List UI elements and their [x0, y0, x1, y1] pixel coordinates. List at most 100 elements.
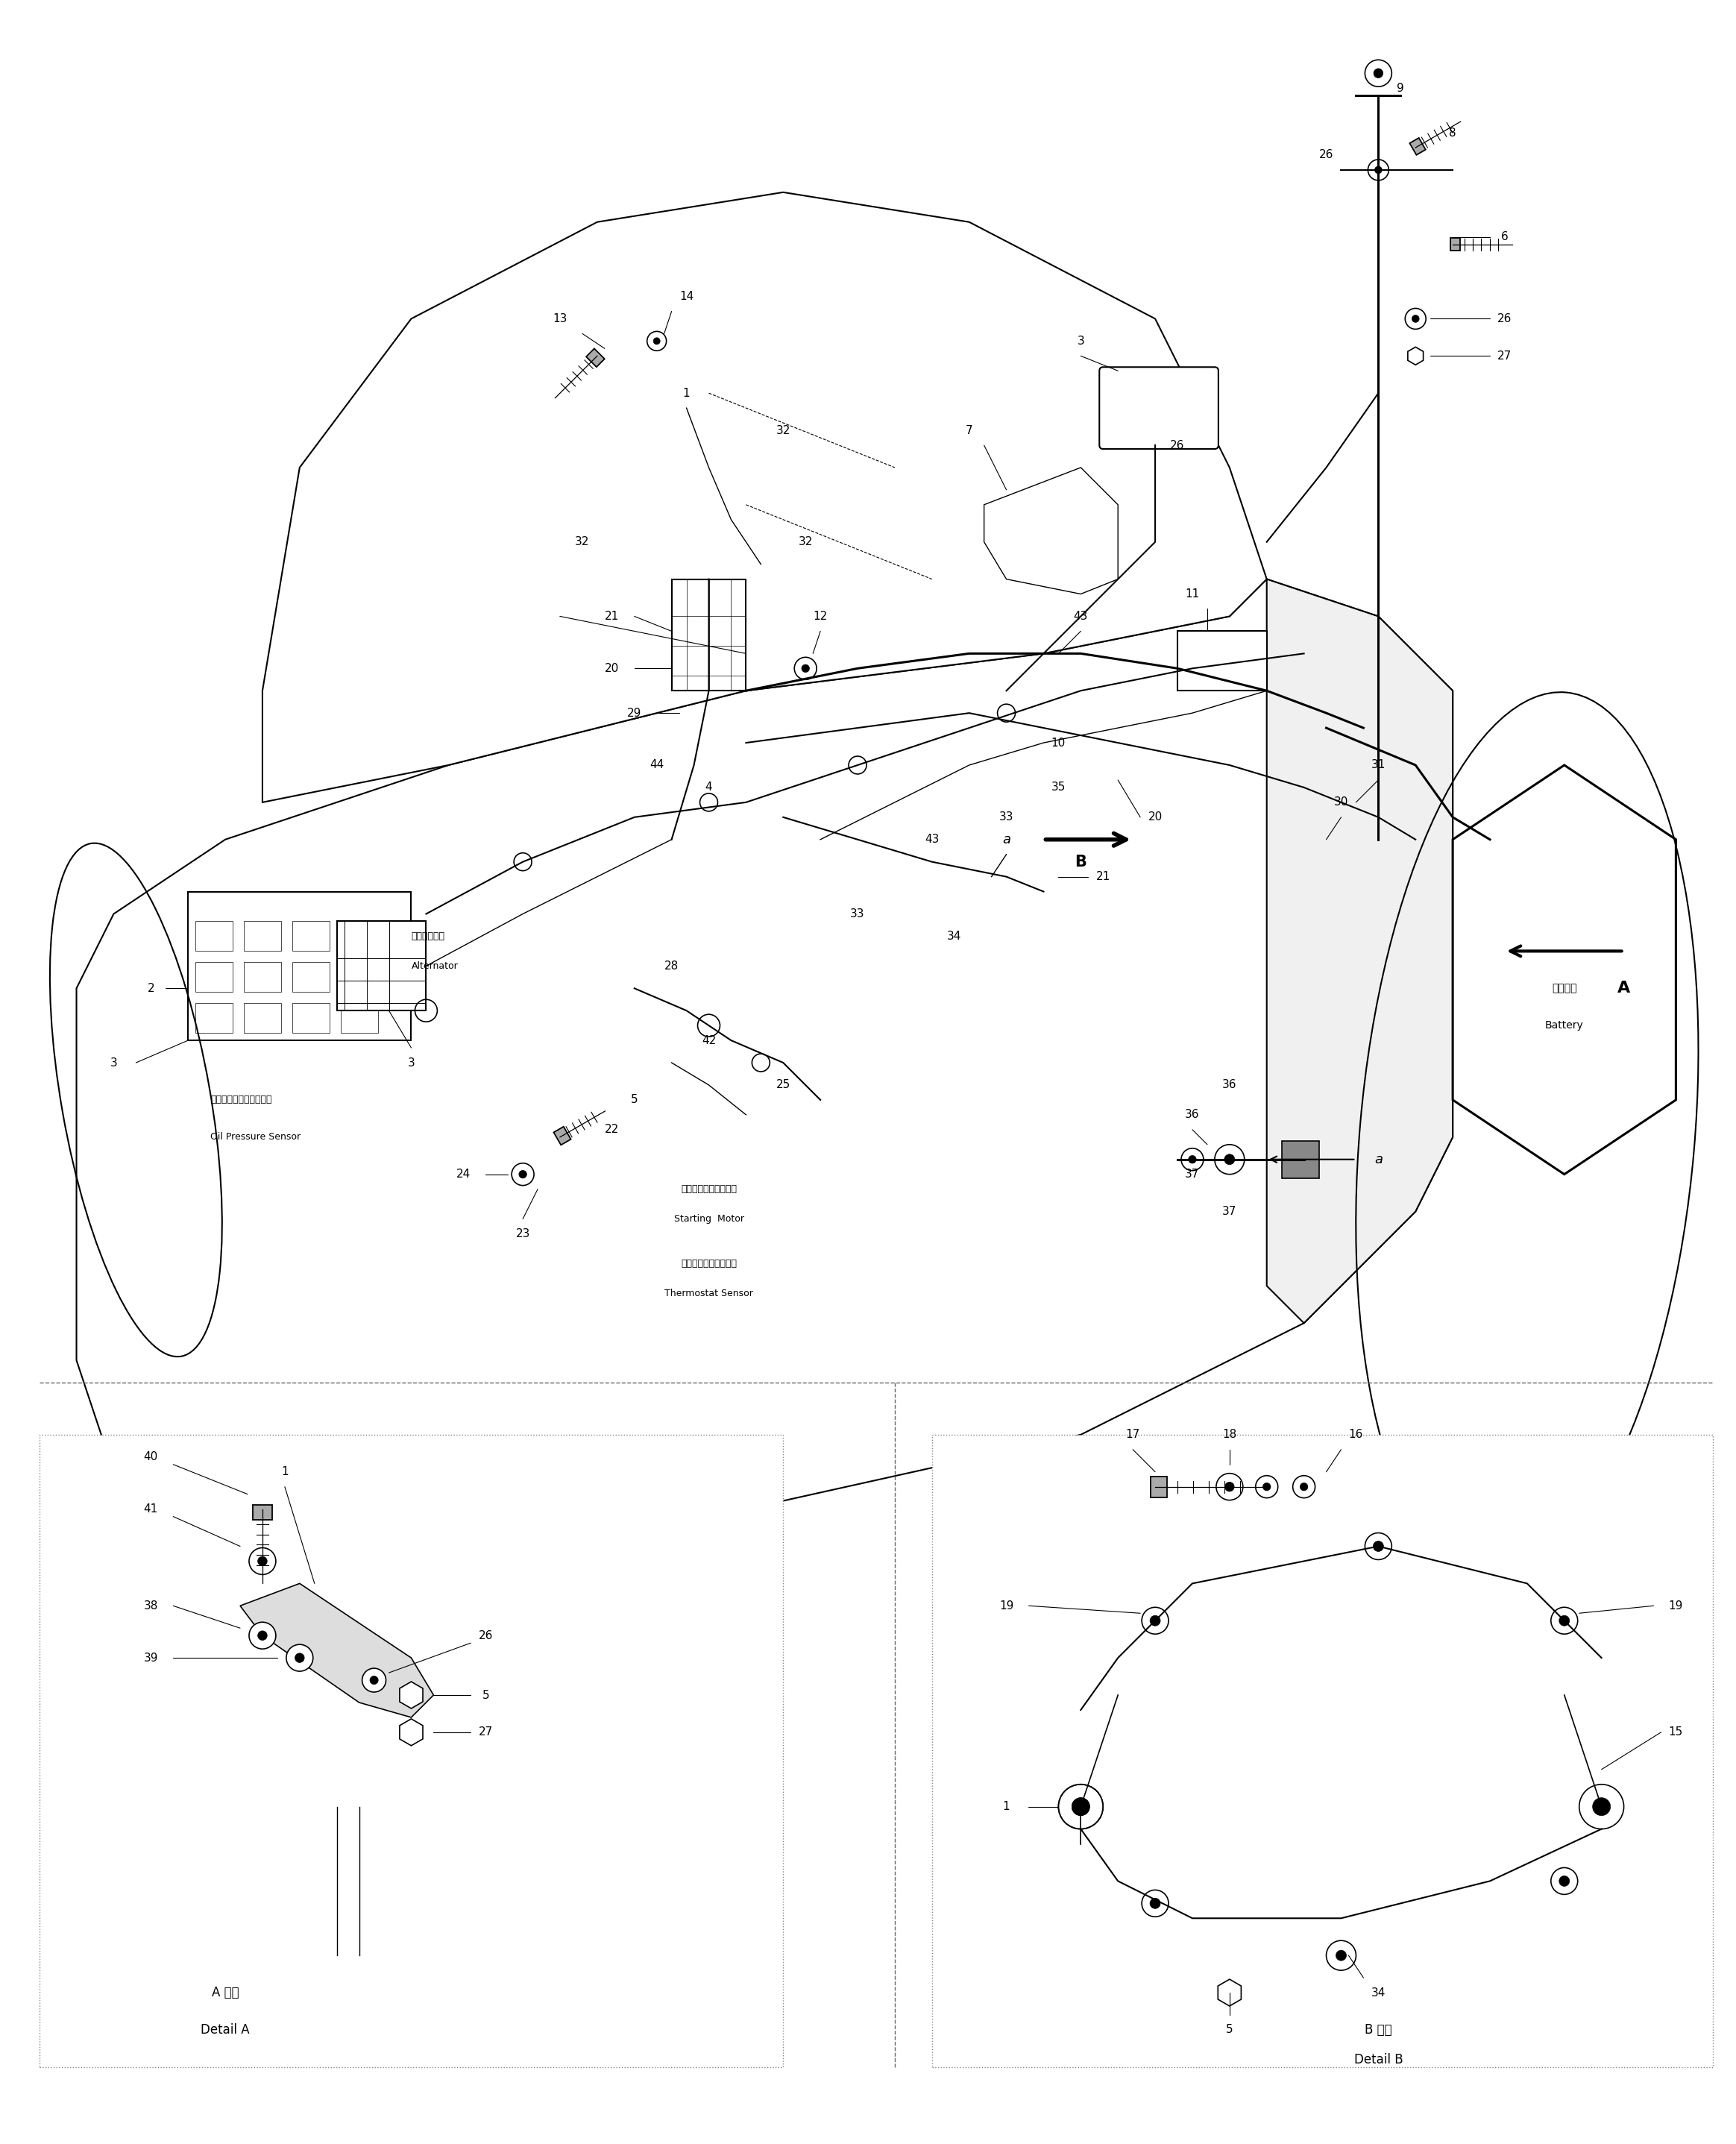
Polygon shape [399, 1681, 424, 1709]
Circle shape [1149, 1614, 1160, 1625]
Text: 3: 3 [109, 1057, 118, 1068]
Text: 39: 39 [144, 1653, 158, 1664]
FancyBboxPatch shape [932, 1434, 1713, 2067]
Polygon shape [240, 1584, 434, 1717]
Circle shape [1559, 1614, 1569, 1625]
Circle shape [795, 658, 816, 680]
Text: 34: 34 [948, 930, 962, 941]
Text: 32: 32 [799, 536, 812, 547]
Circle shape [1559, 1876, 1569, 1887]
Text: 44: 44 [649, 759, 663, 770]
Text: 6: 6 [1502, 232, 1509, 242]
Text: 37: 37 [1186, 1168, 1200, 1179]
Text: 32: 32 [575, 536, 590, 547]
Circle shape [1262, 1484, 1271, 1490]
Text: 27: 27 [479, 1726, 493, 1739]
Polygon shape [984, 467, 1118, 594]
Circle shape [1071, 1797, 1090, 1816]
Text: 19: 19 [1000, 1599, 1014, 1612]
Text: 20: 20 [604, 662, 620, 673]
Text: 10: 10 [1052, 738, 1066, 748]
Circle shape [1189, 1156, 1196, 1164]
Text: 26: 26 [1498, 313, 1512, 324]
Text: 21: 21 [1095, 870, 1111, 883]
Circle shape [1215, 1145, 1245, 1175]
Text: 43: 43 [1073, 611, 1088, 622]
Text: 8: 8 [1450, 126, 1457, 139]
Circle shape [1550, 1867, 1578, 1895]
Circle shape [257, 1632, 267, 1640]
Polygon shape [1151, 1477, 1167, 1497]
Text: 31: 31 [1371, 759, 1385, 770]
Circle shape [802, 665, 809, 673]
Text: Oil Pressure Sensor: Oil Pressure Sensor [210, 1132, 300, 1143]
Circle shape [295, 1653, 304, 1662]
Circle shape [1226, 1482, 1234, 1492]
Circle shape [1142, 1608, 1168, 1634]
Circle shape [257, 1557, 267, 1565]
Text: a: a [1002, 832, 1010, 847]
Text: 33: 33 [1000, 813, 1014, 823]
Text: 42: 42 [701, 1036, 715, 1046]
Bar [196, 1003, 233, 1033]
Text: 33: 33 [851, 909, 865, 920]
Bar [340, 963, 378, 993]
Text: Starting  Motor: Starting Motor [674, 1214, 743, 1224]
Text: 5: 5 [1226, 2024, 1233, 2035]
Text: 1: 1 [281, 1466, 288, 1477]
FancyBboxPatch shape [1177, 630, 1267, 690]
Bar [243, 963, 281, 993]
Circle shape [1404, 309, 1425, 330]
Circle shape [1550, 1608, 1578, 1634]
Circle shape [653, 337, 660, 345]
Circle shape [1300, 1484, 1307, 1490]
Circle shape [248, 1548, 276, 1574]
Text: オイルプレッシャセンサ: オイルプレッシャセンサ [210, 1096, 273, 1104]
Circle shape [1364, 60, 1392, 86]
Circle shape [1149, 1897, 1160, 1908]
Circle shape [648, 332, 667, 352]
Circle shape [1337, 1951, 1347, 1960]
Text: バッテリ: バッテリ [1552, 984, 1576, 993]
Text: 1: 1 [1003, 1801, 1010, 1812]
Bar [340, 1003, 378, 1033]
Bar [292, 1003, 330, 1033]
Text: 23: 23 [516, 1229, 529, 1239]
Text: 1: 1 [682, 388, 691, 399]
Text: 37: 37 [1222, 1205, 1236, 1218]
Text: 24: 24 [457, 1168, 470, 1179]
Circle shape [1411, 315, 1418, 322]
Polygon shape [1267, 579, 1453, 1323]
Text: 13: 13 [552, 313, 568, 324]
Text: 36: 36 [1186, 1108, 1200, 1121]
Text: 43: 43 [925, 834, 939, 845]
Text: オルタネータ: オルタネータ [411, 930, 444, 941]
Circle shape [363, 1668, 385, 1692]
Text: 2: 2 [148, 982, 155, 995]
Text: 36: 36 [1222, 1078, 1236, 1091]
Text: 11: 11 [1186, 587, 1200, 600]
Text: B 詳細: B 詳細 [1364, 2024, 1392, 2037]
Circle shape [1142, 1891, 1168, 1917]
Polygon shape [1219, 1979, 1241, 2007]
Text: 29: 29 [627, 708, 642, 718]
Text: 32: 32 [776, 425, 790, 435]
Text: Alternator: Alternator [411, 961, 458, 971]
Text: A 詳細: A 詳細 [212, 1985, 240, 2000]
Text: 15: 15 [1668, 1726, 1684, 1739]
Polygon shape [399, 1719, 424, 1745]
Text: 16: 16 [1349, 1430, 1363, 1441]
Circle shape [1224, 1153, 1234, 1164]
Circle shape [1180, 1149, 1203, 1171]
Circle shape [370, 1677, 378, 1685]
Text: 28: 28 [665, 961, 679, 971]
Text: 20: 20 [1147, 813, 1163, 823]
Bar [243, 922, 281, 952]
Circle shape [1364, 1533, 1392, 1559]
Text: A: A [1618, 980, 1630, 995]
FancyBboxPatch shape [337, 922, 425, 1010]
Circle shape [286, 1644, 312, 1672]
Polygon shape [1410, 137, 1425, 154]
Circle shape [1592, 1797, 1611, 1816]
Text: a: a [1375, 1153, 1382, 1166]
